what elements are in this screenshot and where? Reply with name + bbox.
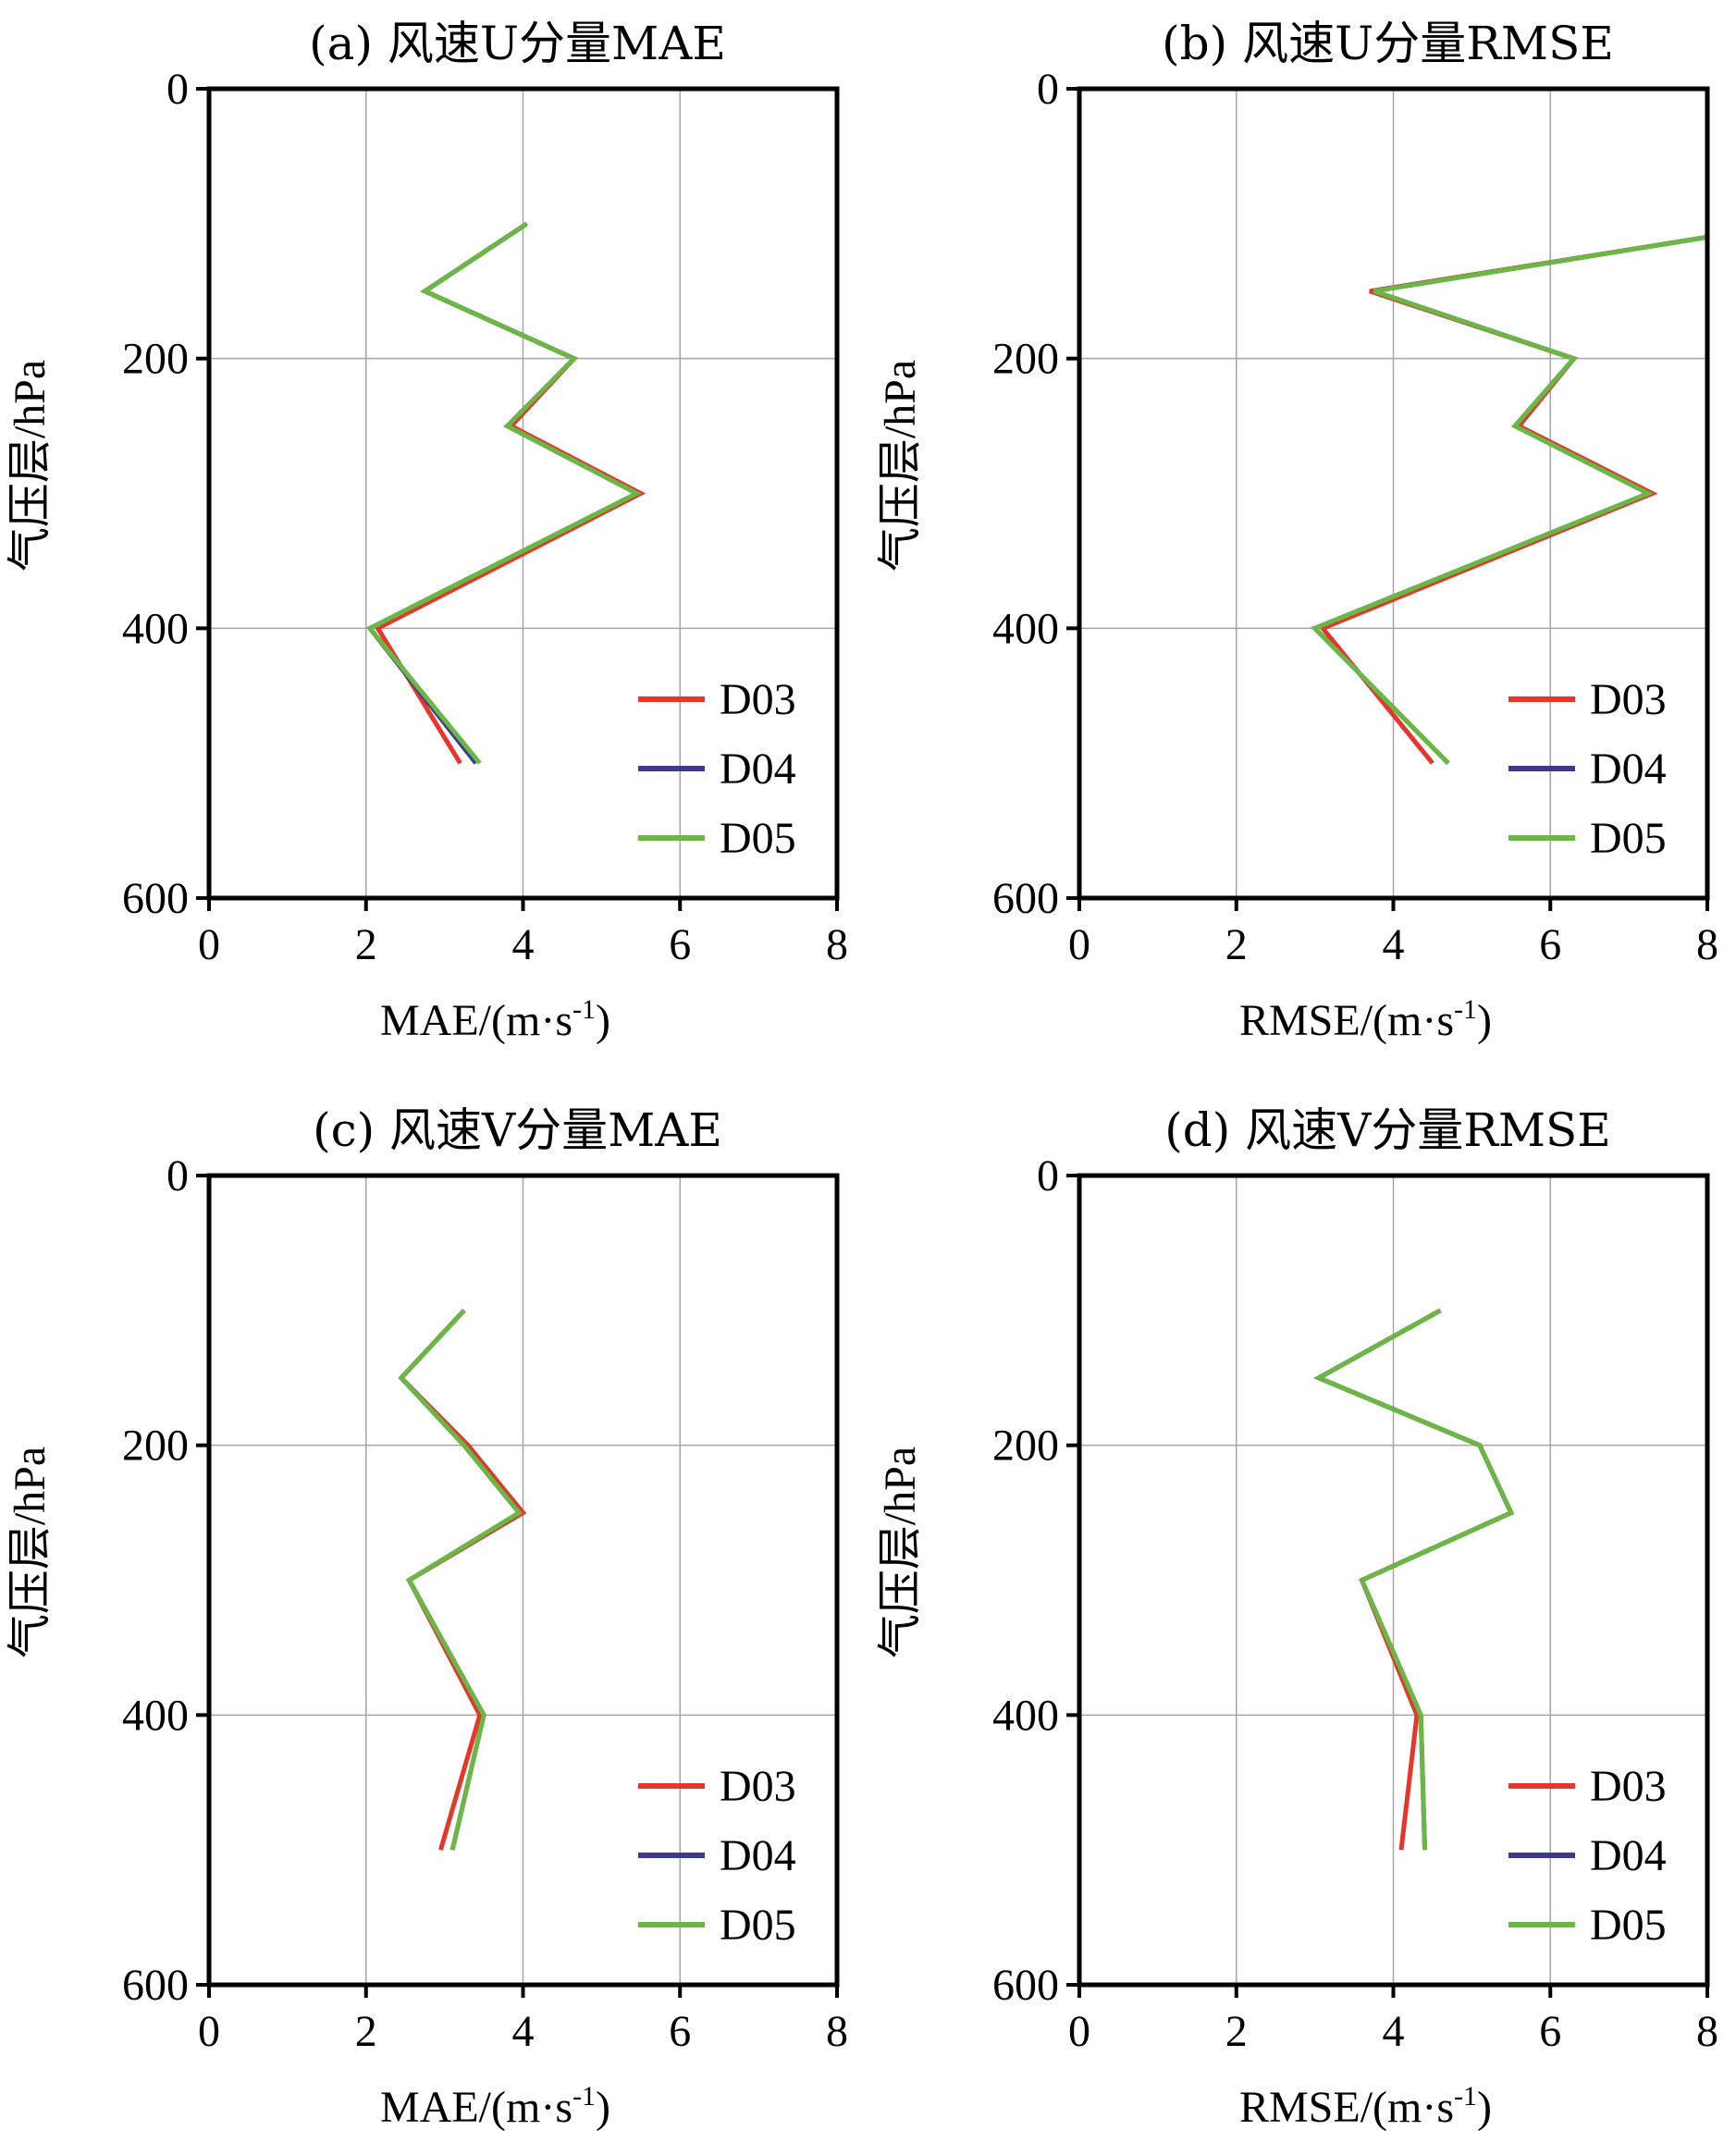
legend-label-d04: D04: [720, 745, 796, 794]
x-tick-label: 0: [1068, 920, 1090, 969]
y-axis-label: 气压层/hPa: [876, 1447, 925, 1658]
x-tick-label: 4: [1383, 2007, 1405, 2056]
y-tick-label: 400: [992, 604, 1059, 653]
y-tick-label: 400: [992, 1691, 1059, 1740]
x-tick-label: 0: [1068, 2007, 1090, 2056]
y-tick-label: 400: [122, 604, 189, 653]
legend-label-d04: D04: [1590, 1831, 1667, 1880]
y-tick-label: 0: [166, 65, 189, 114]
legend-label-d03: D03: [1590, 1762, 1667, 1811]
y-tick-label: 600: [122, 874, 189, 923]
series-line-d03: [374, 221, 646, 765]
legend-label-d04: D04: [720, 1831, 796, 1880]
series-line-d05: [1313, 1308, 1515, 1851]
chart-title: (d) 风速V分量RMSE: [1164, 1103, 1611, 1157]
x-tick-label: 8: [1696, 2007, 1718, 2056]
legend: D03 D04 D05: [638, 1762, 796, 1950]
chart-title: (a) 风速U分量MAE: [309, 17, 726, 70]
x-tick-label: 6: [1539, 2007, 1561, 2056]
x-tick-label: 4: [1383, 920, 1405, 969]
legend-label-d05: D05: [720, 814, 796, 863]
chart-title: (c) 风速V分量MAE: [313, 1103, 722, 1157]
legend: D03 D04 D05: [638, 675, 796, 863]
x-tick-label: 2: [1225, 2007, 1248, 2056]
legend: D03 D04 D05: [1508, 1762, 1667, 1950]
x-axis-label: RMSE/(m·s-1): [1239, 994, 1492, 1045]
series-line-d05: [1311, 234, 1707, 765]
x-tick-label: 8: [1696, 920, 1718, 969]
x-tick-label: 0: [198, 920, 220, 969]
legend-label-d03: D03: [1590, 675, 1667, 724]
y-tick-label: 0: [166, 1151, 189, 1201]
x-tick-label: 4: [512, 920, 535, 969]
x-axis-label: RMSE/(m·s-1): [1239, 2081, 1492, 2132]
x-tick-label: 4: [512, 2007, 535, 2056]
y-axis-label: 气压层/hPa: [6, 1447, 55, 1658]
x-tick-label: 6: [669, 920, 691, 969]
y-tick-label: 200: [122, 335, 189, 384]
x-tick-label: 8: [826, 920, 848, 969]
y-tick-label: 0: [1037, 65, 1059, 114]
y-tick-label: 200: [992, 335, 1059, 384]
series-line-d03: [398, 1309, 527, 1851]
y-axis-label: 气压层/hPa: [876, 360, 925, 572]
series-line-d05: [398, 1309, 523, 1851]
y-tick-label: 600: [122, 1961, 189, 2010]
x-tick-label: 6: [669, 2007, 691, 2056]
x-tick-label: 6: [1539, 920, 1561, 969]
series-line-d04: [366, 221, 643, 765]
chart-title: (b) 风速U分量RMSE: [1162, 17, 1614, 70]
y-axis-label: 气压层/hPa: [6, 360, 55, 572]
y-tick-label: 200: [992, 1422, 1059, 1471]
x-tick-label: 2: [355, 920, 377, 969]
y-tick-label: 0: [1037, 1151, 1059, 1201]
x-tick-label: 2: [355, 2007, 377, 2056]
x-axis-label: MAE/(m·s-1): [380, 2081, 610, 2132]
legend-label-d03: D03: [720, 675, 796, 724]
x-axis-label: MAE/(m·s-1): [380, 994, 610, 1045]
y-tick-label: 400: [122, 1691, 189, 1740]
x-tick-label: 0: [198, 2007, 220, 2056]
legend-label-d05: D05: [720, 1901, 796, 1950]
y-tick-label: 200: [122, 1422, 189, 1471]
x-tick-label: 2: [1225, 920, 1248, 969]
legend-label-d03: D03: [720, 1762, 796, 1811]
legend-label-d04: D04: [1590, 745, 1667, 794]
series-line-d04: [398, 1309, 523, 1851]
y-tick-label: 600: [992, 874, 1059, 923]
legend: D03 D04 D05: [1508, 675, 1667, 863]
series-line-d05: [366, 221, 643, 765]
legend-label-d05: D05: [1590, 1901, 1667, 1950]
y-tick-label: 600: [992, 1961, 1059, 2010]
x-tick-label: 8: [826, 2007, 848, 2056]
legend-label-d05: D05: [1590, 814, 1667, 863]
